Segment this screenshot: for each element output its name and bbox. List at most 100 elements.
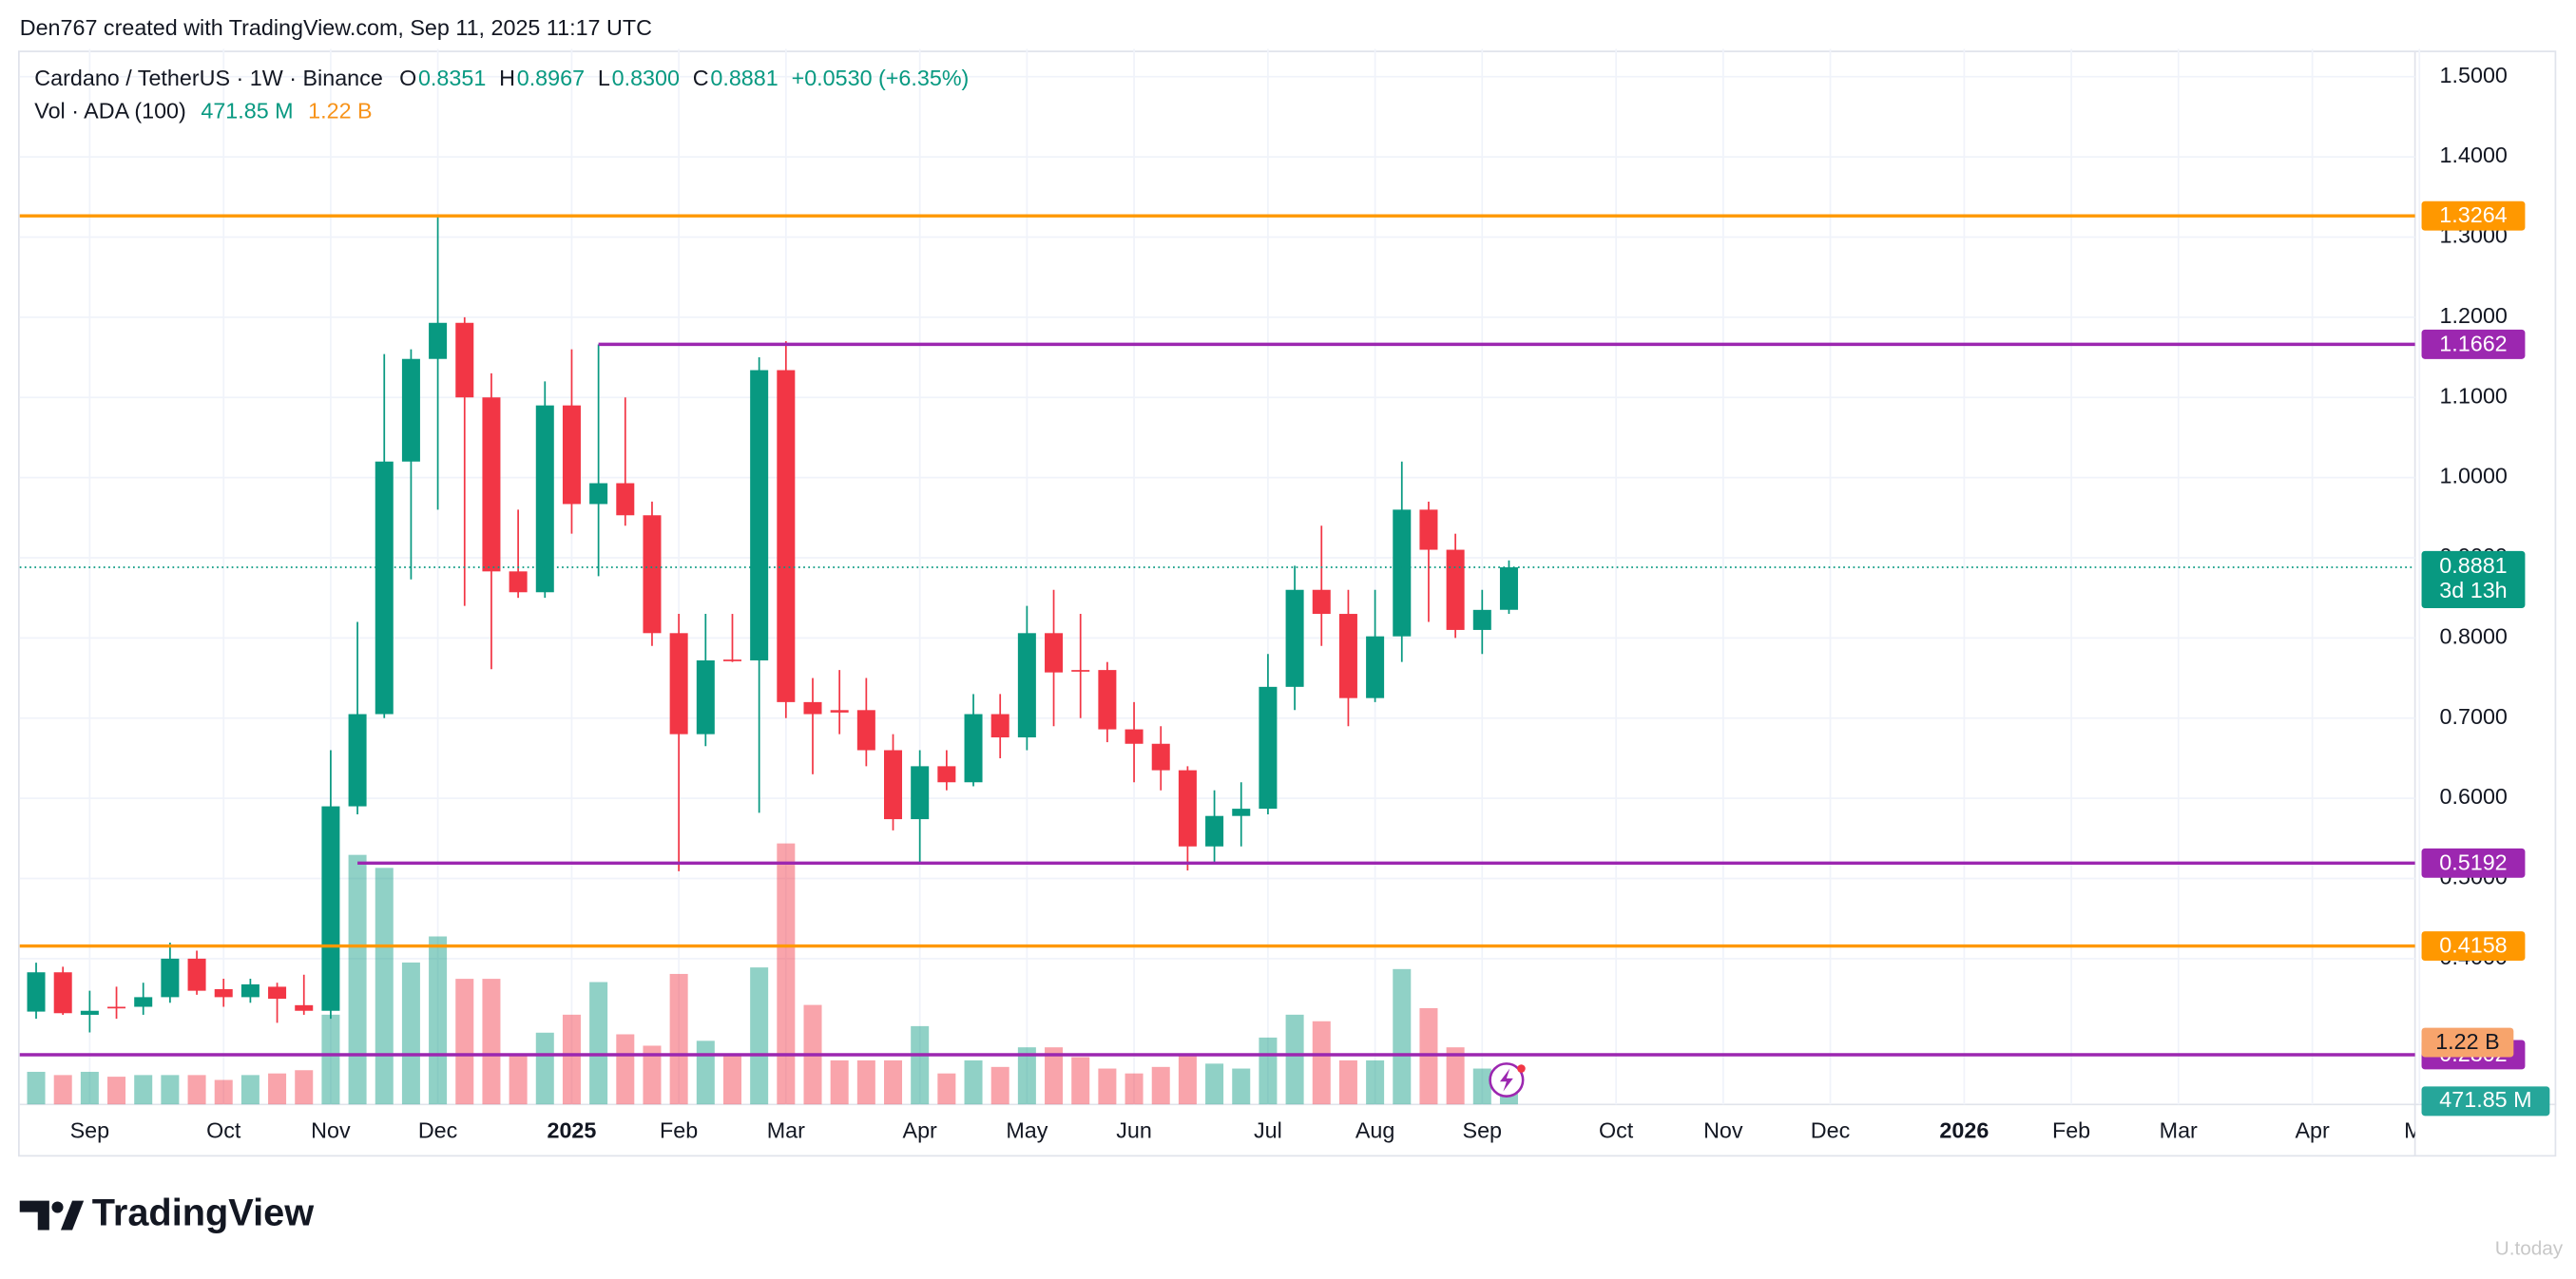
line-layer	[19, 214, 2415, 1057]
candle-body	[1098, 670, 1117, 730]
candle-body	[964, 714, 983, 783]
volume-bar	[134, 1075, 153, 1105]
volume-bar	[268, 1073, 287, 1105]
candle-body	[295, 1004, 314, 1011]
legend-key: L	[598, 66, 610, 90]
candle-body	[1472, 609, 1491, 630]
x-tick-label: Ma	[2404, 1118, 2434, 1143]
volume-bar	[429, 936, 448, 1105]
candle-body	[53, 972, 72, 1014]
volume-bar	[1017, 1047, 1036, 1105]
volume-ma-box	[2421, 1027, 2514, 1058]
y-tick-label: 0.7000	[2440, 704, 2508, 729]
volume-bar	[27, 1071, 46, 1105]
volume-bar	[1232, 1068, 1251, 1105]
volume-bar	[1071, 1057, 1090, 1105]
volume-bar	[562, 1014, 581, 1105]
candle-body	[616, 483, 635, 516]
logo	[19, 1200, 85, 1231]
y-tick-label: 1.0000	[2440, 464, 2508, 488]
candle-body	[348, 714, 367, 807]
volume-bar	[482, 979, 501, 1105]
candle-body	[884, 750, 903, 820]
price-line-box	[2421, 200, 2526, 231]
volume-bar	[1338, 1059, 1357, 1105]
candle-body	[134, 997, 153, 1007]
x-tick-label: 2025	[548, 1118, 597, 1143]
price-line-label: 1.1662	[2439, 331, 2507, 355]
volume-bar	[80, 1071, 99, 1105]
candle-body	[1232, 809, 1251, 816]
candle-body	[562, 405, 581, 505]
y-tick-label: 0.8000	[2440, 624, 2508, 649]
candle-body	[455, 322, 474, 398]
candle-body	[1366, 636, 1385, 698]
volume-bar	[1393, 968, 1412, 1105]
volume-bar	[589, 982, 608, 1105]
candle-body	[240, 983, 260, 998]
candle-body	[1045, 633, 1064, 673]
x-tick-label: Jul	[1254, 1118, 1282, 1143]
legend-value: 0.8351	[418, 66, 486, 90]
candle-body	[937, 766, 956, 783]
candle-body	[107, 1006, 126, 1009]
volume-bar	[616, 1034, 635, 1105]
volume-bar	[1472, 1068, 1491, 1105]
candle-body	[669, 633, 688, 735]
price-line-label: 0.5192	[2439, 849, 2507, 874]
x-tick-label: Oct	[206, 1118, 241, 1143]
x-tick-label: Nov	[1703, 1118, 1743, 1143]
legend-value: 0.8300	[612, 66, 680, 90]
y-tick-label: 1.5000	[2440, 63, 2508, 87]
x-tick-label: Sep	[1463, 1118, 1503, 1143]
legend-key: H	[499, 66, 515, 90]
volume-last-box	[2421, 1086, 2550, 1117]
chart-frame	[18, 50, 2557, 1157]
volume-bar	[722, 1055, 741, 1105]
volume-bar	[696, 1040, 715, 1105]
volume-bar	[321, 1014, 340, 1105]
candle-body	[1312, 589, 1331, 615]
x-tick-label: Apr	[903, 1118, 938, 1143]
volume-bar	[375, 868, 394, 1105]
volume-bar	[187, 1075, 206, 1105]
legend-key: C	[693, 66, 709, 90]
candle-body	[643, 515, 662, 634]
candle-body	[1499, 567, 1518, 610]
candle-body	[1259, 686, 1278, 810]
volume-bar	[990, 1066, 1009, 1105]
legend-change: +0.0530 (+6.35%)	[792, 66, 970, 90]
volume-bar	[107, 1077, 126, 1105]
candle-body	[161, 958, 180, 998]
y-tick-label: 0.6000	[2440, 784, 2508, 809]
volume-bar	[1285, 1014, 1304, 1105]
volume-bar	[455, 979, 474, 1105]
candle-body	[321, 806, 340, 1011]
volume-bar	[1205, 1063, 1224, 1105]
candle-body	[990, 714, 1009, 738]
candle-body	[1151, 743, 1170, 771]
candle-body	[1205, 815, 1224, 847]
volume-bar	[509, 1055, 528, 1105]
volume-bar	[750, 967, 769, 1105]
candle-body	[214, 988, 233, 998]
volume-bar	[1125, 1073, 1144, 1105]
candle-body	[482, 397, 501, 572]
candle-body	[1285, 589, 1304, 687]
candle-body	[1446, 549, 1465, 630]
candle-body	[1178, 770, 1197, 847]
volume-bar	[1312, 1021, 1331, 1105]
volume-bar	[777, 843, 796, 1105]
candle-body	[1338, 614, 1357, 698]
candle-body	[80, 1010, 99, 1015]
x-tick-label: Apr	[2295, 1118, 2330, 1143]
candle-body	[803, 701, 822, 715]
volume-ma-label: 1.22 B	[2435, 1029, 2499, 1054]
candle-body	[722, 659, 741, 661]
x-tick-label: May	[1006, 1118, 1048, 1143]
last-price-box	[2421, 550, 2526, 608]
x-tick-label: Feb	[660, 1118, 698, 1143]
